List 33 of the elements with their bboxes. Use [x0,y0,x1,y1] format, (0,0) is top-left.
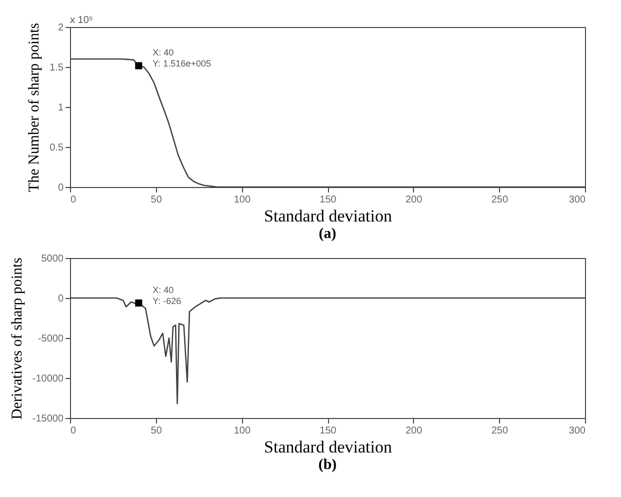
x-tick-label: 0 [70,426,76,436]
text: (a) [318,226,336,242]
x-tick-label: 100 [234,194,251,206]
x-tick-label: 200 [405,426,423,436]
x-tick-label: 0 [70,194,76,206]
y-axis-title: Derivatives of sharp points [9,257,26,420]
y-tick-label: -10000 [32,374,64,384]
x-tick-label: 300 [568,194,586,206]
text: x 10⁵ [70,15,94,26]
x-tick-label: 50 [150,426,162,436]
x-tick-label: 150 [320,426,337,436]
y-tick-label: -5000 [38,334,64,344]
y-tick-label: 5000 [41,254,64,264]
x-tick-label: 100 [234,426,251,436]
x-tick-label: 200 [405,194,423,206]
y-tick-label: 2 [58,22,64,34]
y-tick-label: 1 [58,102,64,114]
y-tick-label: 1.5 [50,62,64,74]
x-axis-title: Standard deviation [264,438,392,456]
x-axis-title: Standard deviation [264,206,392,226]
annotation: X: 40 Y: 1.516e+005 [152,48,211,69]
annotation: X: 40 Y: -626 [152,285,182,306]
x-tick-label: 300 [568,426,586,436]
x-tick-label: 150 [320,194,337,206]
text: (b) [318,457,337,473]
y-tick-label: -15000 [32,414,64,424]
x-tick-label: 250 [491,194,508,206]
y-tick-label: 0 [58,182,64,194]
y-tick-label: 0 [58,294,64,304]
x-tick-label: 50 [150,194,162,206]
y-tick-label: 0.5 [50,142,64,154]
y-axis-title: The Number of sharp points [26,22,43,192]
x-tick-label: 250 [491,426,508,436]
